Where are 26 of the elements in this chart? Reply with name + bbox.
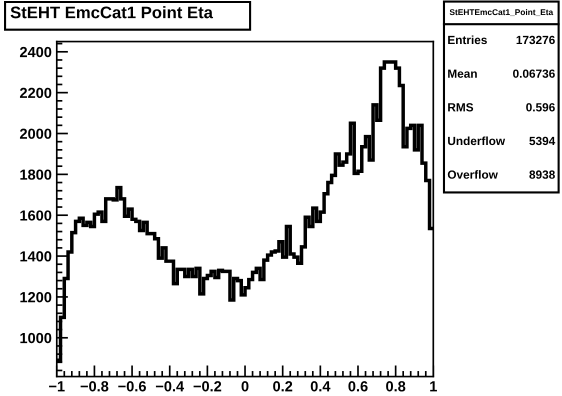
x-tick-label: −0.6	[118, 381, 146, 392]
x-tick-label: −0.8	[80, 381, 108, 392]
text: RMS 0.596	[448, 103, 555, 112]
x-tick-label: −1	[49, 381, 65, 392]
y-tick-label: 2400	[20, 46, 52, 58]
text: Overflow 8938	[448, 170, 555, 179]
text: Underflow 5394	[448, 136, 556, 146]
y-tick-label: 2000	[20, 128, 52, 139]
x-tick-label: 0.8	[386, 381, 406, 392]
y-tick-label: 1000	[20, 332, 52, 344]
text: Mean 0.06736	[448, 69, 555, 78]
x-tick-label: −0.4	[156, 381, 184, 392]
y-tick-label: 1800	[20, 169, 52, 180]
y-tick-label: 2200	[20, 88, 52, 98]
text: Entries 173276	[448, 35, 555, 44]
x-tick-label: 0.4	[310, 381, 330, 392]
x-tick-label: 1	[430, 381, 437, 392]
y-tick-label: 1200	[20, 292, 52, 302]
y-tick-label: 1600	[20, 210, 52, 221]
text: StEHTEmcCat1_Point_Eta	[450, 8, 554, 16]
x-tick-label: 0.6	[348, 381, 368, 392]
x-tick-label: 0	[242, 381, 248, 392]
y-tick-label: 1400	[20, 251, 52, 262]
chart-title: StEHT EmcCat1 Point Eta	[10, 6, 214, 18]
x-tick-label: −0.2	[194, 381, 222, 392]
x-tick-label: 0.2	[273, 381, 292, 392]
